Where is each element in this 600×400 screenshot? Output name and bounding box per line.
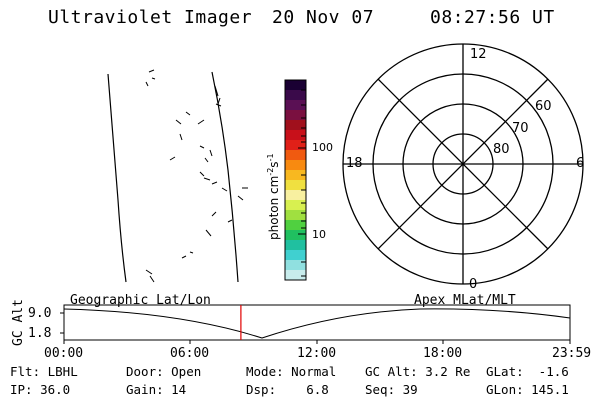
info-ip: IP: 36.0 <box>10 382 71 397</box>
colorbar-segment <box>285 200 306 211</box>
coastline-left <box>107 73 127 283</box>
orbit-left-label: Geographic Lat/Lon <box>70 293 211 308</box>
info-mode: Mode: Normal <box>246 364 337 379</box>
orbit-y-tick-1-8: 1.8 <box>28 326 52 341</box>
colorbar-segment <box>285 160 306 171</box>
colorbar-segment <box>285 180 306 191</box>
info-glon: GLon: 145.1 <box>486 382 569 397</box>
info-filter: Flt: LBHL <box>10 364 78 379</box>
lat-label-80: 80 <box>493 142 510 157</box>
colorbar-segment <box>285 90 306 101</box>
lat-label-60: 60 <box>535 99 552 114</box>
info-dsp: Dsp: 6.8 <box>246 382 329 397</box>
colorbar-segment <box>285 140 306 151</box>
lat-label-70: 70 <box>512 121 529 136</box>
colorbar <box>285 80 306 281</box>
orbit-x-tick-2359: 23:59 <box>552 346 592 361</box>
orbit-y-ticks <box>60 312 64 334</box>
colorbar-unit-label: photon cm-2s-1 <box>266 153 281 240</box>
colorbar-segment <box>285 260 306 271</box>
colorbar-frame <box>284 79 307 281</box>
colorbar-tick-10: 10 <box>312 228 326 241</box>
mlt-label-12: 12 <box>470 47 487 62</box>
altitude-curve <box>63 308 571 339</box>
time-label: 08:27:56 UT <box>430 7 555 28</box>
info-door: Door: Open <box>126 364 202 379</box>
mlt-label-0: 0 <box>469 277 478 292</box>
orbit-panel <box>60 304 571 344</box>
polar-diagonal-b <box>377 78 549 250</box>
coastline-right <box>211 71 239 283</box>
info-seq: Seq: 39 <box>365 382 418 397</box>
orbit-x-tick-0000: 00:00 <box>44 346 84 361</box>
colorbar-segment <box>285 110 306 121</box>
info-gc-alt: GC Alt: 3.2 Re <box>365 364 471 379</box>
colorbar-segment <box>285 210 306 221</box>
colorbar-segment <box>285 120 306 131</box>
orbit-y-axis-label: GC Alt <box>11 299 26 346</box>
info-gain: Gain: 14 <box>126 382 187 397</box>
colorbar-segment <box>285 230 306 241</box>
orbit-y-tick-9: 9.0 <box>28 306 52 321</box>
info-glat: GLat: -1.6 <box>486 364 569 379</box>
orbit-right-label: Apex MLat/MLT <box>414 293 516 308</box>
colorbar-segment <box>285 270 306 281</box>
colorbar-tick-100: 100 <box>312 141 333 154</box>
colorbar-segment <box>285 240 306 251</box>
colorbar-segment <box>285 170 306 181</box>
orbit-x-ticks <box>63 340 571 344</box>
colorbar-segment <box>285 100 306 111</box>
orbit-x-tick-1200: 12:00 <box>297 346 337 361</box>
colorbar-segment <box>285 150 306 161</box>
mlt-label-18: 18 <box>346 156 363 171</box>
orbit-x-tick-1800: 18:00 <box>423 346 463 361</box>
instrument-title: Ultraviolet Imager <box>48 7 253 28</box>
date-label: 20 Nov 07 <box>272 7 375 28</box>
mlt-label-6: 6 <box>576 156 585 171</box>
geographic-map <box>107 69 248 283</box>
orbit-x-tick-0600: 06:00 <box>170 346 210 361</box>
polar-grid <box>342 43 584 285</box>
colorbar-segment <box>285 220 306 231</box>
colorbar-segment <box>285 250 306 261</box>
island-fragments <box>145 69 248 283</box>
colorbar-segment <box>285 130 306 141</box>
colorbar-ticks <box>298 89 306 277</box>
colorbar-segment <box>285 190 306 201</box>
colorbar-segment <box>285 80 306 91</box>
